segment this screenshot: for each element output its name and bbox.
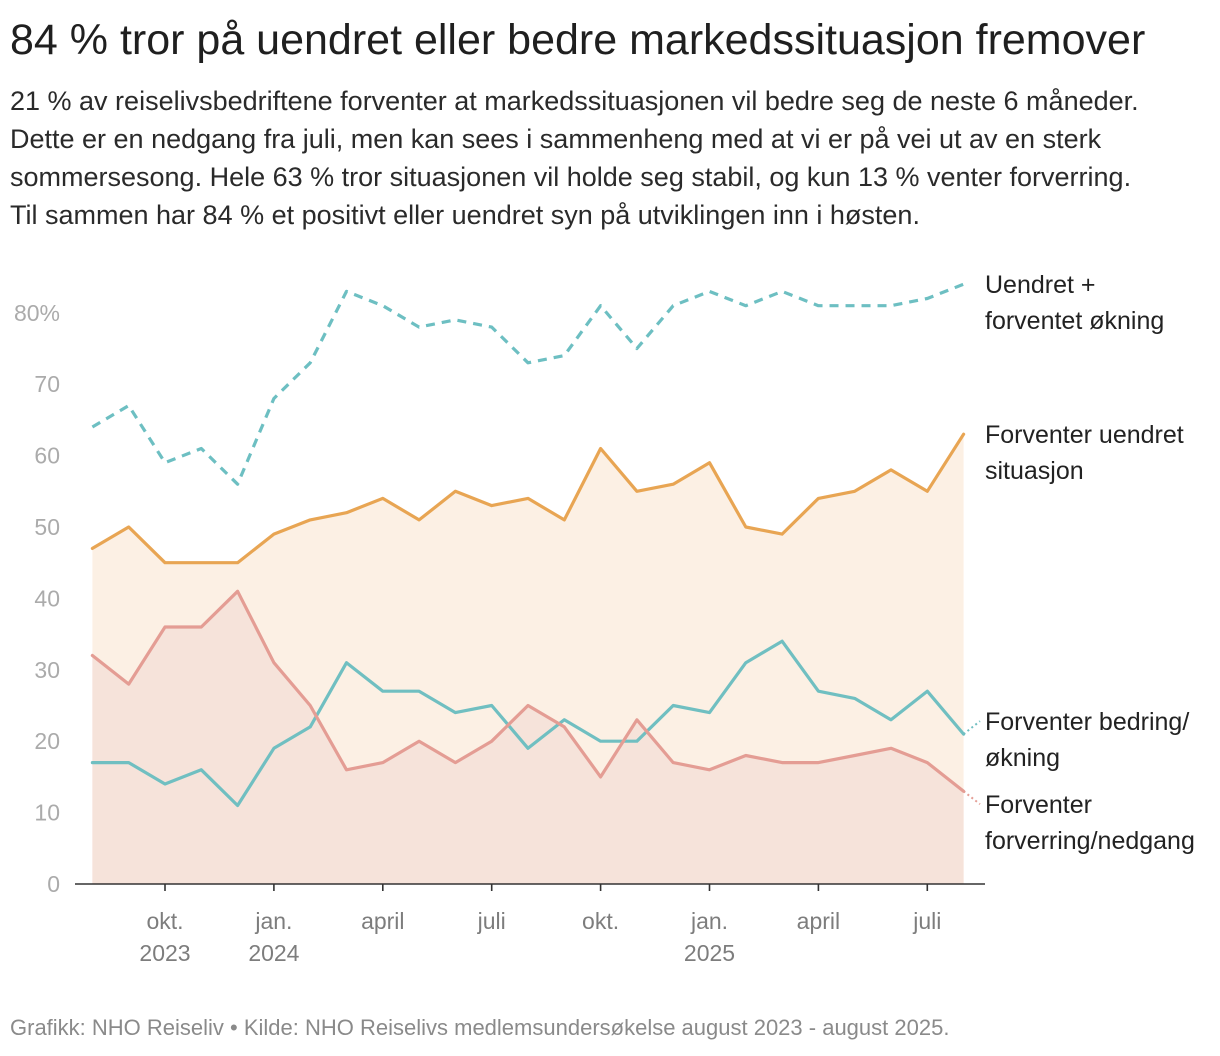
subtitle-line: sommersesong. Hele 63 % tror situasjonen… — [10, 162, 1132, 192]
x-tick-year-label: 2024 — [248, 940, 299, 966]
y-tick-label: 20 — [34, 728, 60, 754]
subtitle-line: Dette er en nedgang fra juli, men kan se… — [10, 124, 1102, 154]
x-tick-year-label: 2023 — [139, 940, 190, 966]
area-fill-forverring-nedgang — [92, 591, 964, 884]
x-tick-label: juli — [912, 908, 941, 934]
area-layer — [92, 434, 964, 884]
x-axis: okt. 2023 jan. 2024 april juli okt. jan. 2025 apr… — [75, 883, 985, 966]
x-tick-label: april — [361, 908, 404, 934]
y-tick-label: 70 — [34, 371, 60, 397]
series-label-uendret-pluss-okning: Uendret + — [985, 271, 1096, 299]
series-label-forverring-nedgang: forverring/nedgang — [985, 827, 1195, 855]
series-label-forverring-nedgang: Forventer — [985, 791, 1092, 819]
x-tick-label: okt. — [146, 908, 183, 934]
series-label-bedring-okning: økning — [985, 744, 1060, 772]
x-tick-label: juli — [477, 908, 506, 934]
chart-subtitle: 21 % av reiselivsbedriftene forventer at… — [10, 82, 1139, 234]
series-line-bedring-okning — [90, 639, 966, 808]
y-tick-label: 60 — [34, 443, 60, 469]
series-layer — [90, 282, 966, 808]
subtitle-line: Til sammen har 84 % et positivt eller ue… — [10, 200, 920, 230]
series-line-uendret — [90, 432, 966, 565]
series-label-uendret: situasjon — [985, 457, 1084, 485]
y-tick-label: 50 — [34, 514, 60, 540]
x-tick-year-label: 2025 — [684, 940, 735, 966]
y-tick-label: 40 — [34, 585, 60, 611]
label-connector-forverring-nedgang — [962, 790, 981, 805]
label-connector-bedring-okning — [962, 720, 981, 735]
series-line-uendret-pluss-okning — [91, 282, 965, 486]
subtitle-line: 21 % av reiselivsbedriftene forventer at… — [10, 86, 1139, 116]
y-tick-label: 80% — [14, 300, 60, 326]
x-tick-label: okt. — [582, 908, 619, 934]
y-tick-label: 10 — [34, 800, 60, 826]
y-tick-label: 0 — [47, 871, 60, 897]
series-label-uendret-pluss-okning: forventet økning — [985, 307, 1164, 335]
series-label-bedring-okning: Forventer bedring/ — [985, 708, 1189, 736]
source-footer: Grafikk: NHO Reiseliv • Kilde: NHO Reise… — [10, 1015, 950, 1040]
x-tick-label: april — [797, 908, 840, 934]
series-labels: Uendret + forventet økning Forventer uendr… — [962, 271, 1195, 855]
series-line-forverring-nedgang — [90, 589, 966, 793]
x-tick-label: jan. — [254, 908, 292, 934]
series-label-uendret: Forventer uendret — [985, 421, 1184, 449]
chart-title: 84 % tror på uendret eller bedre markeds… — [10, 16, 1146, 64]
line-chart: 0 10 20 30 40 50 60 70 80% okt. 2023 jan. 2024 april… — [14, 271, 1195, 966]
y-tick-label: 30 — [34, 657, 60, 683]
x-tick-label: jan. — [690, 908, 728, 934]
y-axis: 0 10 20 30 40 50 60 70 80% — [14, 300, 60, 897]
